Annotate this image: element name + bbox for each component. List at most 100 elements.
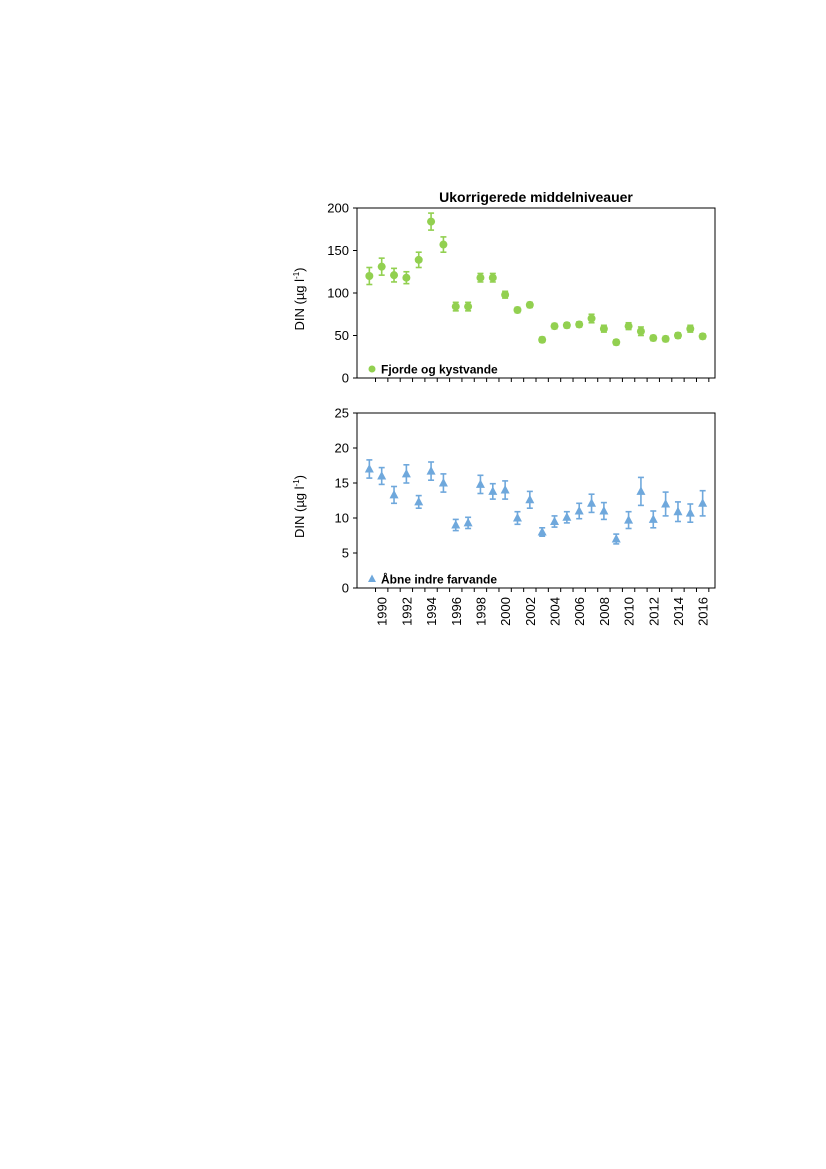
y-axis-title-close: ) [292, 475, 307, 479]
marker-circle [365, 272, 374, 280]
data-point [698, 489, 708, 517]
data-point [451, 518, 461, 532]
data-point [463, 516, 473, 530]
marker-triangle [414, 496, 424, 506]
data-point [574, 502, 584, 520]
y-axis-title-main: DIN (µg l [292, 486, 307, 538]
marker-circle [624, 322, 633, 331]
y-axis-title: DIN (µg l-1) [292, 475, 307, 538]
x-tick-label: 1994 [424, 597, 439, 626]
marker-triangle [512, 513, 522, 522]
marker-circle [587, 314, 596, 323]
data-point [636, 326, 645, 337]
legend-marker [368, 365, 376, 373]
data-point [364, 459, 374, 479]
data-point [611, 533, 621, 545]
marker-triangle [525, 494, 535, 504]
data-point [377, 257, 386, 276]
data-point [438, 473, 448, 493]
x-tick-label: 1998 [473, 597, 488, 626]
y-tick-label: 0 [342, 581, 349, 596]
data-point [673, 501, 683, 523]
marker-circle [575, 320, 584, 329]
y-axis-title-close: ) [292, 267, 307, 271]
marker-circle [451, 302, 460, 311]
legend-label: Fjorde og kystvande [381, 363, 498, 377]
data-point [624, 510, 634, 530]
marker-triangle [463, 517, 473, 527]
data-point [661, 491, 671, 517]
data-point [365, 266, 374, 286]
data-point [636, 476, 646, 507]
marker-triangle [550, 516, 560, 525]
plot-area [356, 207, 716, 379]
marker-circle [390, 271, 399, 280]
y-axis-title-superscript: -1 [292, 479, 301, 487]
y-axis-title: DIN (µg l-1) [292, 267, 307, 330]
marker-circle [439, 240, 448, 249]
data-point [414, 251, 423, 269]
data-point [562, 321, 571, 330]
x-tick-label: 2006 [572, 597, 587, 626]
data-point [550, 322, 559, 331]
marker-circle [612, 338, 621, 347]
data-point [624, 321, 633, 331]
marker-triangle [599, 506, 609, 515]
data-point [538, 335, 547, 344]
y-axis-title-main: DIN (µg l [292, 279, 307, 331]
marker-circle [686, 324, 695, 333]
data-point [512, 510, 522, 526]
data-point [685, 503, 695, 524]
data-point [550, 515, 560, 528]
marker-triangle [500, 485, 510, 494]
data-point [525, 300, 534, 309]
data-point [513, 306, 522, 314]
data-point [464, 301, 473, 312]
chart-panel-2: 0 5 10 15 20 25 DIN (µg l-1) Åbne indre farvand… [292, 406, 716, 626]
data-point [562, 510, 572, 524]
marker-triangle [648, 514, 658, 523]
data-point [476, 272, 485, 283]
marker-circle [488, 273, 497, 282]
y-tick-label: 150 [327, 243, 349, 258]
marker-triangle [451, 520, 461, 529]
marker-triangle [624, 515, 634, 524]
x-tick-label: 2008 [597, 597, 612, 626]
marker-circle [501, 290, 510, 299]
legend-label: Åbne indre farvande [381, 572, 497, 587]
marker-triangle [636, 486, 646, 495]
x-tick-label: 1992 [399, 597, 414, 626]
x-tick-label: 2012 [646, 597, 661, 626]
x-tick-label: 1996 [449, 597, 464, 626]
marker-triangle [574, 506, 584, 515]
marker-triangle [488, 486, 498, 495]
x-tick-label: 2004 [548, 597, 563, 626]
data-point [439, 236, 448, 253]
marker-triangle [377, 471, 387, 480]
data-point [377, 466, 387, 486]
x-tick-label: 2016 [696, 597, 711, 626]
marker-triangle [401, 468, 411, 478]
data-point [402, 270, 411, 285]
marker-circle [476, 273, 485, 282]
marker-circle [402, 273, 411, 282]
marker-circle [649, 334, 658, 343]
data-point [599, 501, 609, 521]
data-point [414, 494, 424, 510]
data-point [475, 474, 485, 495]
data-point [649, 334, 658, 343]
marker-circle [636, 327, 645, 336]
data-point [451, 301, 460, 312]
marker-circle [550, 322, 559, 331]
data-point [500, 480, 510, 500]
y-tick-label: 20 [335, 441, 349, 456]
data-point [575, 320, 584, 329]
data-point [488, 272, 497, 283]
marker-triangle [587, 498, 597, 507]
marker-circle [599, 324, 608, 333]
legend-marker [368, 574, 376, 582]
data-point [648, 510, 658, 529]
marker-triangle [364, 464, 374, 473]
data-point [525, 490, 535, 510]
marker-circle [513, 306, 522, 314]
